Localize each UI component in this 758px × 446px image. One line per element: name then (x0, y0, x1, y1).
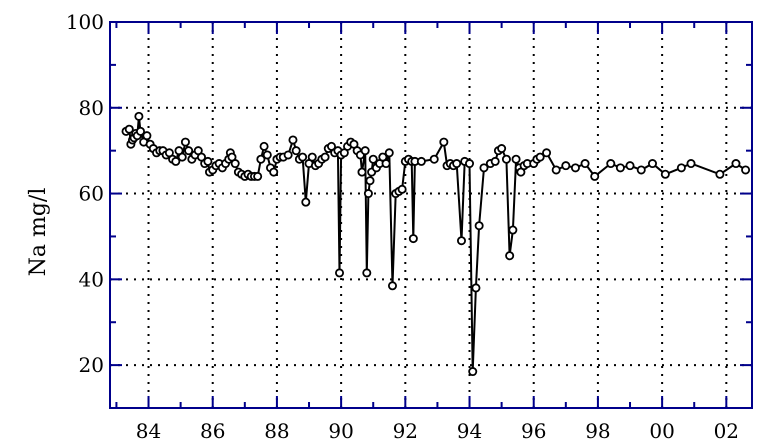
data-series (121, 111, 751, 377)
data-point (636, 165, 646, 175)
data-point (676, 163, 686, 173)
data-point (363, 189, 373, 199)
series-line (125, 116, 747, 372)
data-point (368, 154, 378, 164)
data-point (230, 159, 240, 169)
x-tick-label: 02 (714, 419, 739, 443)
data-point (561, 161, 571, 171)
y-tick-label: 20 (79, 353, 104, 377)
data-point (741, 165, 751, 175)
data-point (135, 126, 145, 136)
data-point (474, 221, 484, 231)
data-point (298, 152, 308, 162)
data-point (511, 154, 521, 164)
data-point (731, 159, 741, 169)
data-point (490, 156, 500, 166)
data-point (590, 171, 600, 181)
data-point (408, 234, 418, 244)
data-point (452, 159, 462, 169)
data-point (606, 159, 616, 169)
data-point (288, 135, 298, 145)
y-tick-label: 40 (79, 267, 104, 291)
data-point (715, 169, 725, 179)
x-tick-label: 00 (649, 419, 674, 443)
data-point (471, 283, 481, 293)
data-point (320, 152, 330, 162)
x-tick-label: 94 (457, 419, 482, 443)
data-point (307, 152, 317, 162)
data-point (203, 156, 213, 166)
data-point (479, 163, 489, 173)
data-point (501, 154, 511, 164)
data-point (134, 111, 144, 121)
data-point (686, 159, 696, 169)
data-point (505, 251, 515, 261)
data-point (465, 159, 475, 169)
data-point (365, 176, 375, 186)
data-point (184, 146, 194, 156)
data-point (335, 268, 345, 278)
data-point (256, 154, 266, 164)
data-point (259, 141, 269, 151)
x-tick-label: 86 (200, 419, 225, 443)
data-point (570, 163, 580, 173)
data-point (360, 146, 370, 156)
data-point (535, 152, 545, 162)
data-point (497, 144, 507, 154)
y-tick-label: 80 (79, 96, 104, 120)
data-point (180, 137, 190, 147)
data-point (551, 165, 561, 175)
data-point (171, 156, 181, 166)
data-point (542, 148, 552, 158)
y-tick-label: 100 (66, 10, 104, 34)
x-tick-label: 90 (328, 419, 353, 443)
data-point (384, 148, 394, 158)
x-tick-label: 92 (393, 419, 418, 443)
x-tick-label: 88 (264, 419, 289, 443)
data-point (647, 159, 657, 169)
data-point (416, 156, 426, 166)
data-point (262, 150, 272, 160)
x-tick-label: 84 (136, 419, 161, 443)
data-point (660, 169, 670, 179)
data-point (468, 367, 478, 377)
x-tick-label: 98 (585, 419, 610, 443)
data-point (387, 281, 397, 291)
data-point (362, 268, 372, 278)
plot-frame (109, 21, 753, 409)
axis-ticks (110, 21, 752, 409)
data-point (625, 161, 635, 171)
data-point (283, 150, 293, 160)
data-point (615, 163, 625, 173)
data-point (429, 154, 439, 164)
data-point (357, 167, 367, 177)
data-point (397, 184, 407, 194)
data-point (142, 131, 152, 141)
data-point (291, 146, 301, 156)
grid-lines (110, 22, 752, 408)
data-point (439, 137, 449, 147)
data-point (381, 159, 391, 169)
data-point (508, 225, 518, 235)
y-axis-title: Na mg/l (26, 188, 51, 277)
data-point (124, 124, 134, 134)
x-tick-label: 96 (521, 419, 546, 443)
plot-border (109, 21, 753, 409)
data-point (301, 197, 311, 207)
data-point (177, 152, 187, 162)
data-point (253, 171, 263, 181)
data-point (269, 167, 279, 177)
tick-labels: 84 86 88 90 92 94 96 98 00 02 20 40 60 80 100 (66, 10, 739, 443)
data-point (580, 159, 590, 169)
y-tick-label: 60 (79, 182, 104, 206)
data-point (456, 236, 466, 246)
